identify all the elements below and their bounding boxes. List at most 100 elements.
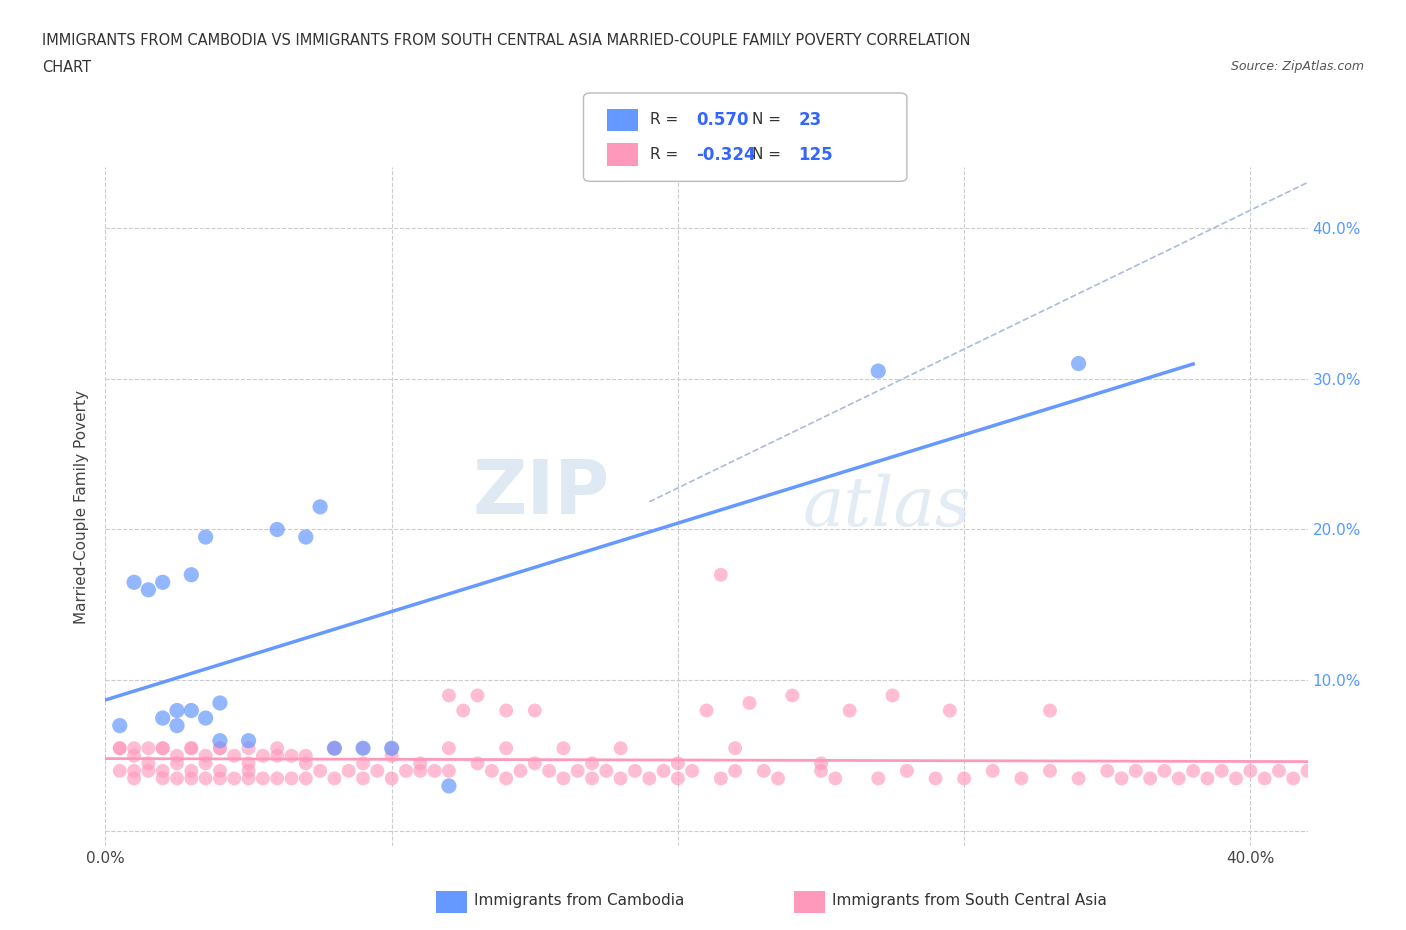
Point — [252, 749, 274, 764]
Point — [323, 741, 346, 756]
Point — [180, 567, 202, 582]
Text: N =: N = — [752, 147, 786, 162]
Point — [1067, 356, 1090, 371]
Point — [868, 771, 890, 786]
Point — [194, 756, 217, 771]
Point — [1282, 771, 1305, 786]
Point — [1296, 764, 1319, 778]
Point — [180, 764, 202, 778]
Point — [224, 771, 246, 786]
Point — [409, 764, 432, 778]
Point — [666, 771, 689, 786]
Point — [609, 741, 631, 756]
Point — [752, 764, 775, 778]
Point — [437, 764, 460, 778]
Text: R =: R = — [650, 147, 683, 162]
Point — [1253, 771, 1275, 786]
Point — [352, 741, 374, 756]
Text: R =: R = — [650, 113, 683, 127]
Point — [208, 741, 231, 756]
Point — [838, 703, 860, 718]
Point — [1182, 764, 1205, 778]
Point — [1139, 771, 1161, 786]
Text: 23: 23 — [799, 111, 823, 128]
Point — [266, 522, 288, 537]
Point — [451, 703, 474, 718]
Point — [138, 756, 160, 771]
Point — [710, 567, 733, 582]
Point — [108, 764, 131, 778]
Point — [194, 711, 217, 725]
Point — [180, 703, 202, 718]
Text: Immigrants from Cambodia: Immigrants from Cambodia — [474, 893, 685, 908]
Point — [352, 756, 374, 771]
Point — [122, 741, 145, 756]
Point — [366, 764, 388, 778]
Point — [323, 771, 346, 786]
Point — [581, 756, 603, 771]
Point — [381, 741, 404, 756]
Point — [108, 741, 131, 756]
Point — [138, 741, 160, 756]
Point — [266, 741, 288, 756]
Point — [509, 764, 531, 778]
Point — [1111, 771, 1133, 786]
Point — [724, 764, 747, 778]
Point — [681, 764, 703, 778]
Point — [280, 771, 302, 786]
Point — [782, 688, 804, 703]
Point — [882, 688, 904, 703]
Point — [323, 741, 346, 756]
Point — [381, 749, 404, 764]
Point — [1039, 703, 1062, 718]
Point — [624, 764, 647, 778]
Point — [939, 703, 962, 718]
Point — [266, 749, 288, 764]
Text: CHART: CHART — [42, 60, 91, 75]
Point — [553, 741, 575, 756]
Point — [295, 771, 318, 786]
Point — [381, 771, 404, 786]
Point — [152, 575, 174, 590]
Point — [495, 741, 517, 756]
Point — [295, 756, 318, 771]
Point — [1067, 771, 1090, 786]
Point — [152, 711, 174, 725]
Point — [238, 733, 260, 748]
Point — [395, 764, 418, 778]
Point — [824, 771, 846, 786]
Point — [166, 718, 188, 733]
Point — [581, 771, 603, 786]
Point — [152, 771, 174, 786]
Point — [252, 771, 274, 786]
Point — [523, 703, 546, 718]
Point — [1197, 771, 1219, 786]
Text: IMMIGRANTS FROM CAMBODIA VS IMMIGRANTS FROM SOUTH CENTRAL ASIA MARRIED-COUPLE FA: IMMIGRANTS FROM CAMBODIA VS IMMIGRANTS F… — [42, 33, 970, 47]
Text: -0.324: -0.324 — [696, 146, 755, 164]
Point — [495, 703, 517, 718]
Point — [381, 741, 404, 756]
Point — [409, 756, 432, 771]
Point — [166, 756, 188, 771]
Point — [652, 764, 675, 778]
Point — [108, 741, 131, 756]
Point — [238, 741, 260, 756]
Text: Source: ZipAtlas.com: Source: ZipAtlas.com — [1230, 60, 1364, 73]
Point — [1225, 771, 1247, 786]
Point — [238, 764, 260, 778]
Point — [122, 764, 145, 778]
Y-axis label: Married-Couple Family Poverty: Married-Couple Family Poverty — [75, 390, 90, 624]
Point — [609, 771, 631, 786]
Text: ZIP: ZIP — [472, 457, 610, 530]
Text: atlas: atlas — [803, 473, 972, 540]
Point — [295, 529, 318, 544]
Point — [166, 749, 188, 764]
Point — [180, 771, 202, 786]
Point — [810, 764, 832, 778]
Text: Immigrants from South Central Asia: Immigrants from South Central Asia — [832, 893, 1108, 908]
Point — [295, 749, 318, 764]
Point — [437, 778, 460, 793]
Point — [238, 756, 260, 771]
Point — [437, 741, 460, 756]
Point — [868, 364, 890, 379]
